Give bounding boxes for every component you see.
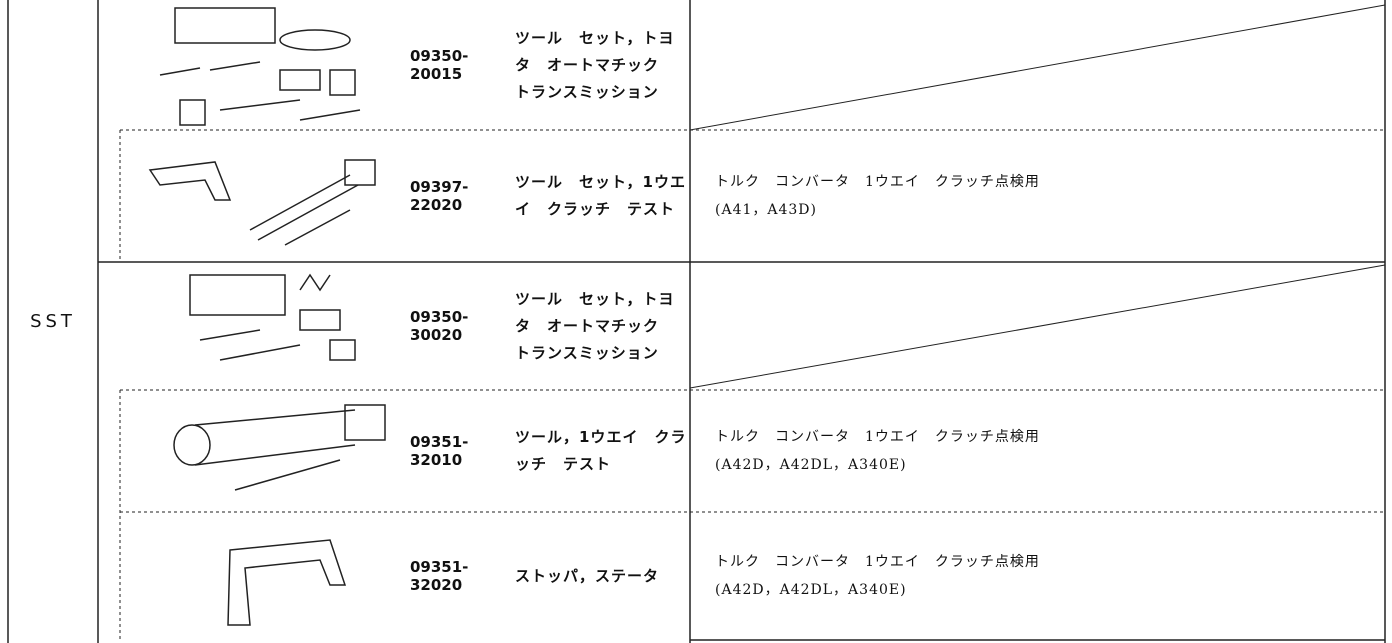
usage-line: (A41，A43D): [715, 202, 817, 218]
usage-line: トルク コンバータ 1ウエイ クラッチ点検用: [715, 554, 1040, 570]
part-name: ツール セット，トヨタ オートマチック トランスミッション: [515, 289, 676, 362]
part-name: ツール，1ウエイ クラッチ テスト: [515, 428, 687, 473]
part-number: 09351-32010: [410, 433, 469, 469]
usage-line: (A42D，A42DL，A340E): [715, 582, 907, 598]
usage: トルク コンバータ 1ウエイ クラッチ点検用 (A42D，A42DL，A340E): [715, 512, 1375, 640]
usage-line: (A42D，A42DL，A340E): [715, 457, 907, 473]
usage-line: トルク コンバータ 1ウエイ クラッチ点検用: [715, 429, 1040, 445]
part-name: ツール セット，トヨタ オートマチック トランスミッション: [515, 28, 676, 101]
part-number: 09397-22020: [410, 178, 469, 214]
usage: トルク コンバータ 1ウエイ クラッチ点検用 (A42D，A42DL，A340E): [715, 390, 1375, 512]
category: SST: [30, 311, 76, 332]
part-number: 09350-30020: [410, 308, 469, 344]
part-number: 09350-20015: [410, 47, 469, 83]
part-name: ストッパ，ステータ: [515, 566, 660, 585]
usage-line: トルク コンバータ 1ウエイ クラッチ点検用: [715, 174, 1040, 190]
part-number: 09351-32020: [410, 558, 469, 594]
usage: トルク コンバータ 1ウエイ クラッチ点検用 (A41，A43D): [715, 130, 1375, 262]
part-name: ツール セット，1ウエイ クラッチ テスト: [515, 173, 686, 218]
